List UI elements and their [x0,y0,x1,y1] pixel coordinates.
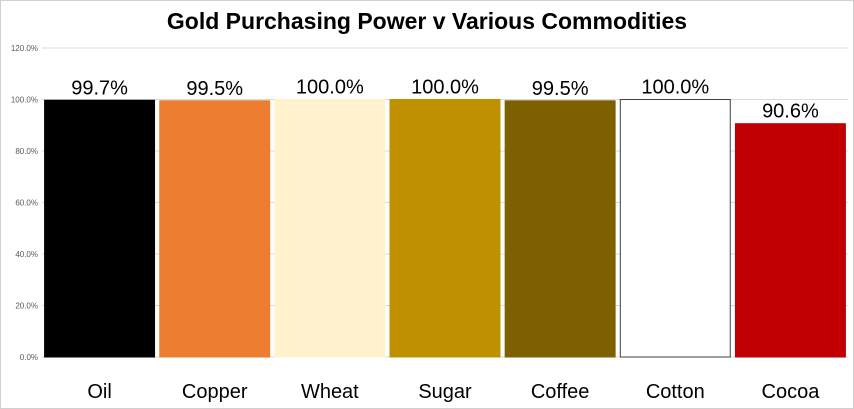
data-labels: 99.7% 99.5% 100.0% 100.0% 99.5% 100.0% 90.6% [71,77,819,123]
category-label-cocoa: Cocoa [762,381,821,403]
y-tick-label: 80.0% [15,147,38,156]
bar-cotton [619,99,731,358]
y-tick-label: 40.0% [15,250,38,259]
category-label-wheat: Wheat [301,381,359,403]
y-tick-label: 120.0% [11,44,38,53]
data-label-cotton: 100.0% [641,77,709,99]
data-label-coffee: 99.5% [532,78,589,100]
bar-sugar [389,99,501,358]
category-label-copper: Copper [182,381,248,403]
data-label-oil: 99.7% [71,77,128,99]
category-label-cotton: Cotton [646,381,705,403]
category-label-oil: Oil [87,381,111,403]
y-tick-label: 60.0% [15,199,38,208]
bar-coffee [504,100,616,358]
bar-wheat [274,99,386,358]
data-label-cocoa: 90.6% [762,101,819,123]
y-tick-label: 20.0% [15,302,38,311]
bar-copper [159,100,271,358]
y-axis-tick-labels: 0.0% 20.0% 40.0% 60.0% 80.0% 100.0% 120.0% [11,44,38,362]
bar-cocoa [734,123,846,358]
y-tick-label: 100.0% [11,96,38,105]
bars [44,99,846,358]
category-label-coffee: Coffee [531,381,590,403]
y-tick-label: 0.0% [20,353,38,362]
data-label-sugar: 100.0% [411,77,479,99]
bar-oil [44,99,156,358]
data-label-wheat: 100.0% [296,77,364,99]
x-axis-category-labels: Oil Copper Wheat Sugar Coffee Cotton Cocoa [87,381,820,403]
chart-title: Gold Purchasing Power v Various Commodit… [166,8,688,34]
category-label-sugar: Sugar [418,381,472,403]
data-label-copper: 99.5% [186,78,243,100]
